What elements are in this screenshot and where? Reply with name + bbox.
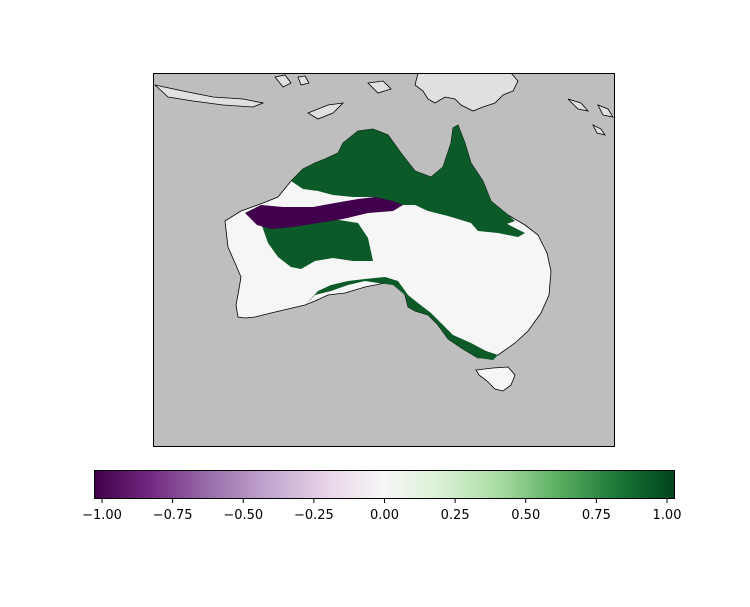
colorbar-tick-label: 0.00: [370, 508, 399, 523]
colorbar: [94, 470, 675, 503]
northern-positive-region: [291, 125, 515, 227]
java-island: [153, 84, 265, 108]
map-panel: [153, 73, 615, 447]
colorbar-tick-label: −0.50: [223, 508, 264, 523]
colorbar-tick-label: 0.75: [581, 508, 611, 523]
sulawesi-islands: [274, 74, 392, 94]
colorbar-border: [94, 470, 675, 499]
colorbar-tick-label: 1.00: [652, 508, 682, 523]
new-guinea-landmass: [414, 73, 519, 112]
colorbar-gradient: [94, 470, 675, 499]
solomon-islands: [567, 98, 614, 136]
tasmania: [475, 366, 516, 392]
colorbar-tick-label: −1.00: [82, 508, 122, 523]
colorbar-tick-label: 0.50: [511, 508, 541, 523]
map-frame-border: [153, 73, 615, 447]
southern-positive-region: [305, 277, 498, 360]
colorbar-tick-label: −0.75: [152, 508, 193, 523]
timor-island: [307, 102, 345, 120]
colorbar-tick-label: 0.25: [440, 508, 470, 523]
east-positive-strip: [471, 219, 525, 237]
negative-anomaly-band: [245, 197, 403, 229]
colorbar-tick-label: −0.25: [293, 508, 334, 523]
